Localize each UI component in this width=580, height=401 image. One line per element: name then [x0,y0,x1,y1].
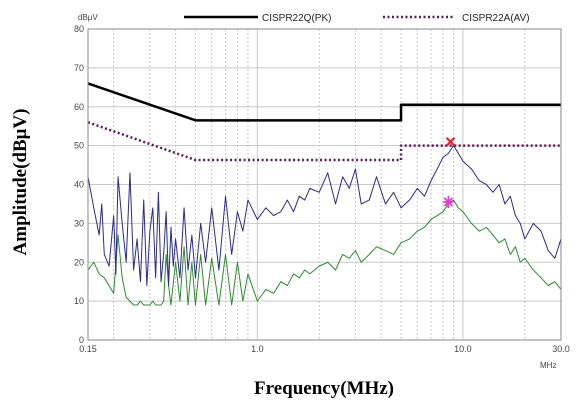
x-tick-labels: 0.15 1.0 10.0 30.0 [79,344,570,354]
plot-frame [87,28,562,341]
average-trace-line [87,199,562,306]
y-tick-label: 50 [74,141,84,151]
legend-label-pk: CISPR22Q(PK) [262,13,331,24]
x-axis-title: Frequency(MHz) [254,378,394,399]
peak-marker [445,136,456,147]
x-unit-label: MHz [540,361,556,370]
y-axis-title: Amplitude(dBμV) [10,109,31,256]
average-marker [443,195,454,208]
limit-line-pk [87,82,561,122]
marker-layer [443,136,456,208]
y-tick-label: 10 [74,296,84,306]
legend: CISPR22Q(PK) CISPR22A(AV) [184,13,530,24]
limit-line-av [87,121,561,162]
legend-label-av: CISPR22A(AV) [462,13,530,24]
y-tick-label: 40 [74,180,84,190]
x-tick-label: 30.0 [552,344,570,354]
y-tick-label: 80 [74,24,84,34]
y-tick-label: 60 [74,102,84,112]
y-unit-label: dBμV [78,13,98,22]
x-tick-label: 10.0 [454,344,472,354]
peak-trace-line [87,145,562,287]
y-tick-labels: 0 10 20 30 40 50 60 70 80 [74,24,84,345]
y-tick-label: 30 [74,218,84,228]
y-tick-label: 0 [79,335,84,345]
x-tick-label: 0.15 [79,344,97,354]
y-tick-label: 20 [74,257,84,267]
series-layer [87,82,562,306]
x-tick-label: 1.0 [251,344,264,354]
grid-lines [88,28,561,341]
y-tick-label: 70 [74,63,84,73]
